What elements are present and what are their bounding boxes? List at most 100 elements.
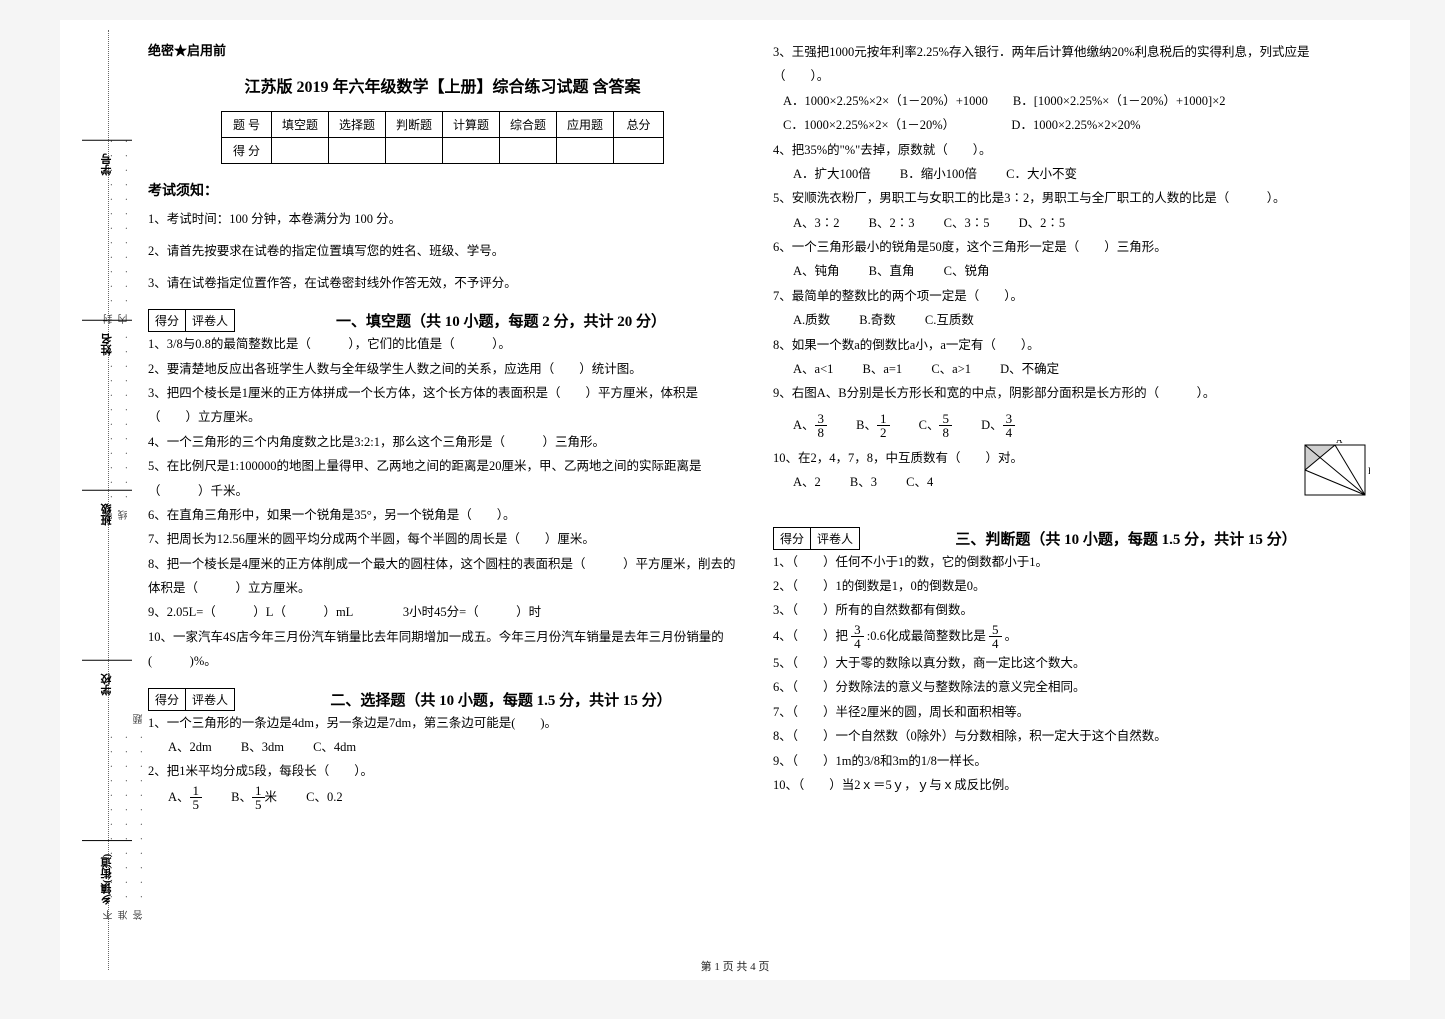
choice-q3: 3、王强把1000元按年利率2.25%存入银行．两年后计算他缴纳20%利息税后的…: [773, 40, 1362, 89]
fill-q3: 3、把四个棱长是1厘米的正方体拼成一个长方体，这个长方体的表面积是（ ）平方厘米…: [148, 381, 737, 430]
frac-d: 4: [851, 637, 864, 651]
opt-b: B、12: [856, 412, 889, 440]
section1-title: 一、填空题（共 10 小题，每题 2 分，共计 20 分）: [265, 310, 737, 331]
judge-q9: 9、（ ）1m的3/8和3m的1/8一样长。: [773, 749, 1362, 773]
fill-q9: 9、2.05L=（ ）L（ ）mL 3小时45分=（ ）时: [148, 600, 737, 624]
judge-q3: 3、（ ）所有的自然数都有倒数。: [773, 598, 1362, 622]
frac-n: 5: [939, 412, 952, 427]
choice-q5-opts: A、3∶2 B、2∶3 C、3∶5 D、2∶5: [773, 211, 1362, 235]
opt: A、2: [793, 470, 821, 494]
frac-n: 3: [1003, 412, 1016, 427]
opt: B、3dm: [241, 735, 284, 759]
opt: A、3∶2: [793, 211, 840, 235]
section1-header: 得分 评卷人 一、填空题（共 10 小题，每题 2 分，共计 20 分）: [148, 309, 737, 332]
frac-n: 3: [815, 412, 828, 427]
score-table: 题 号 填空题 选择题 判断题 计算题 综合题 应用题 总分 得 分: [221, 111, 664, 164]
choice-q1: 1、一个三角形的一条边是4dm，另一条边是7dm，第三条边可能是( )。: [148, 711, 737, 735]
opt-c: C、58: [919, 412, 952, 440]
frac-n: 1: [190, 784, 203, 799]
th: 总分: [614, 112, 664, 138]
td: [271, 138, 328, 164]
choice-q5: 5、安顺洗衣粉厂，男职工与女职工的比是3∶2，男职工与全厂职工的人数的比是（ ）…: [773, 186, 1362, 210]
opt: C、4dm: [313, 735, 356, 759]
section2-header: 得分 评卷人 二、选择题（共 10 小题，每题 1.5 分，共计 15 分）: [148, 688, 737, 711]
scorebox-marker: 评卷人: [811, 528, 859, 549]
judge-q2: 2、（ ）1的倒数是1，0的倒数是0。: [773, 574, 1362, 598]
section3-header: 得分 评卷人 三、判断题（共 10 小题，每题 1.5 分，共计 15 分）: [773, 527, 1362, 550]
page: 密............封............线............内…: [60, 20, 1410, 980]
blank: [82, 660, 132, 671]
scorebox-score: 得分: [149, 310, 186, 331]
secrecy-label: 绝密★启用前: [148, 40, 737, 59]
opt: B.奇数: [859, 308, 895, 332]
page-footer: 第 1 页 共 4 页: [60, 958, 1410, 974]
notice-2: 2、请首先按要求在试卷的指定位置填写您的姓名、班级、学号。: [148, 240, 737, 264]
td: [328, 138, 385, 164]
choice-q10-opts: A、2 B、3 C、4: [773, 470, 1362, 494]
opt: C．大小不变: [1006, 162, 1077, 186]
choice-q8: 8、如果一个数a的倒数比a小，a一定有（ ）。: [773, 333, 1362, 357]
th: 应用题: [557, 112, 614, 138]
frac-n: 5: [989, 623, 1002, 638]
choice-q1-opts: A、2dm B、3dm C、4dm: [148, 735, 737, 759]
choice-q10: 10、在2，4，7，8，中互质数有（ ）对。: [773, 446, 1362, 470]
blank: [82, 490, 132, 501]
frac-d: 5: [252, 798, 265, 812]
choice-q3-opts2: C．1000×2.25%×2×（1－20%） D．1000×2.25%×2×20…: [773, 113, 1362, 137]
section2-title: 二、选择题（共 10 小题，每题 1.5 分，共计 15 分）: [265, 689, 737, 710]
opt: C、锐角: [944, 259, 990, 283]
scorebox-marker: 评卷人: [186, 310, 234, 331]
bind-field-school: 学校: [101, 674, 113, 696]
blank: [82, 840, 132, 851]
judge-q8: 8、（ ）一个自然数（0除外）与分数相除，积一定大于这个自然数。: [773, 724, 1362, 748]
judge-q10: 10、（ ）当2ｘ＝5ｙ，ｙ与ｘ成反比例。: [773, 773, 1362, 797]
opt-a: A、15: [168, 784, 202, 812]
opt: B．缩小100倍: [900, 162, 977, 186]
opt-a: A、38: [793, 412, 827, 440]
choice-q7: 7、最简单的整数比的两个项一定是（ ）。: [773, 284, 1362, 308]
th: 综合题: [500, 112, 557, 138]
frac-d: 4: [1003, 426, 1016, 440]
choice-q6-opts: A、钝角 B、直角 C、锐角: [773, 259, 1362, 283]
frac-n: 1: [252, 784, 265, 799]
fill-q2: 2、要清楚地反应出各班学生人数与全年级学生人数之间的关系，应选用（ ）统计图。: [148, 357, 737, 381]
judge-q1: 1、（ ）任何不小于1的数，它的倒数都小于1。: [773, 550, 1362, 574]
th: 判断题: [385, 112, 442, 138]
th: 填空题: [271, 112, 328, 138]
fig-label-b: B: [1368, 466, 1370, 476]
opt: C、a>1: [931, 357, 971, 381]
judge-q5: 5、（ ）大于零的数除以真分数，商一定比这个数大。: [773, 651, 1362, 675]
choice-q7-opts: A.质数 B.奇数 C.互质数: [773, 308, 1362, 332]
td: [557, 138, 614, 164]
fill-q6: 6、在直角三角形中，如果一个锐角是35°，另一个锐角是（ ）。: [148, 503, 737, 527]
choice-q8-opts: A、a<1 B、a=1 C、a>1 D、不确定: [773, 357, 1362, 381]
rectangle-figure: A B: [1300, 440, 1370, 502]
fill-q4: 4、一个三角形的三个内角度数之比是3:2:1，那么这个三角形是（ ）三角形。: [148, 430, 737, 454]
notice-title: 考试须知：: [148, 180, 737, 200]
opt-suf: 米: [265, 790, 278, 804]
notice-1: 1、考试时间：100 分钟，本卷满分为 100 分。: [148, 208, 737, 232]
table-row: 得 分: [221, 138, 663, 164]
section3-title: 三、判断题（共 10 小题，每题 1.5 分，共计 15 分）: [890, 528, 1362, 549]
frac-d: 4: [989, 637, 1002, 651]
bind-field-township: 乡镇(街道): [101, 854, 113, 905]
choice-q2: 2、把1米平均分成5段，每段长（ ）。: [148, 759, 737, 783]
th: 计算题: [443, 112, 500, 138]
table-row: 题 号 填空题 选择题 判断题 计算题 综合题 应用题 总分: [221, 112, 663, 138]
exam-title: 江苏版 2019 年六年级数学【上册】综合练习试题 含答案: [148, 73, 737, 97]
fill-q1: 1、3/8与0.8的最简整数比是（ ），它们的比值是（ ）。: [148, 332, 737, 356]
bind-field-id: 学号: [101, 154, 113, 176]
frac-d: 2: [877, 426, 890, 440]
th: 题 号: [221, 112, 271, 138]
choice-q4-opts: A．扩大100倍 B．缩小100倍 C．大小不变: [773, 162, 1362, 186]
opt: B、3: [850, 470, 877, 494]
right-column: 3、王强把1000元按年利率2.25%存入银行．两年后计算他缴纳20%利息税后的…: [755, 40, 1380, 940]
j4-mid: :0.6化成最简整数比是: [867, 629, 986, 643]
opt: A.质数: [793, 308, 830, 332]
judge-q4: 4、（ ）把 34 :0.6化成最简整数比是 54 。: [773, 623, 1362, 651]
j4-pre: 4、（ ）把: [773, 629, 848, 643]
opt: D、不确定: [1000, 357, 1059, 381]
j4-suf: 。: [1005, 629, 1018, 643]
scorebox-score: 得分: [774, 528, 811, 549]
opt: B、2∶3: [869, 211, 915, 235]
